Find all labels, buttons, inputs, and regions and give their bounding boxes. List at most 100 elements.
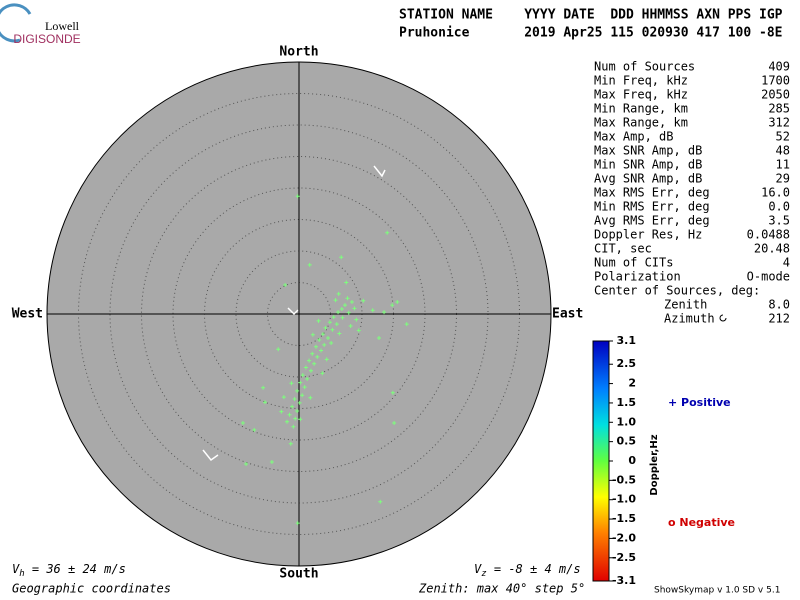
- source-point: [300, 393, 305, 398]
- source-point: [392, 420, 397, 425]
- colorbar-tick-label: -3.1: [612, 574, 636, 587]
- colorbar-tick-label: -1.0: [612, 493, 636, 506]
- stat-value: 48: [776, 144, 790, 158]
- source-point: [356, 328, 361, 333]
- logo-bottom: DIGISONDE: [13, 32, 80, 46]
- source-point: [337, 331, 342, 336]
- stat-label: Zenith: [664, 298, 707, 312]
- source-point: [295, 409, 300, 414]
- source-point: [305, 376, 310, 381]
- colorbar-tick-label: -0.5: [612, 473, 636, 486]
- stat-value: 0.0488: [747, 228, 790, 242]
- source-point: [308, 395, 313, 400]
- source-point: [289, 381, 294, 386]
- vh-text: Vh = 36 ± 24 m/s: [12, 562, 126, 579]
- stat-value: 4: [783, 256, 790, 270]
- source-point: [285, 419, 290, 424]
- stat-label: Min SNR Amp, dB: [594, 158, 702, 172]
- source-point: [269, 460, 274, 465]
- source-point: [345, 296, 350, 301]
- source-point: [377, 335, 382, 340]
- source-point: [319, 348, 324, 353]
- source-point: [346, 310, 351, 315]
- source-point: [378, 499, 383, 504]
- source-point: [361, 298, 366, 303]
- source-point: [240, 420, 245, 425]
- source-point: [290, 404, 295, 409]
- source-point: [287, 412, 292, 417]
- source-point: [344, 280, 349, 285]
- stat-value: O-mode: [747, 270, 790, 284]
- center-title: Center of Sources, deg:: [594, 284, 760, 298]
- source-point: [288, 441, 293, 446]
- legend-negative: o Negative: [668, 516, 735, 529]
- colorbar-tick-label: 3.1: [617, 334, 637, 347]
- source-point: [327, 320, 332, 325]
- source-point: [330, 327, 335, 332]
- stat-value: 212: [768, 312, 790, 326]
- coords-text: Geographic coordinates: [12, 582, 171, 596]
- source-point: [317, 337, 322, 342]
- source-point: [320, 371, 325, 376]
- source-point: [323, 325, 328, 330]
- logo: Lowell DIGISONDE: [0, 3, 81, 46]
- legend-positive: + Positive: [668, 396, 731, 409]
- sub: z: [481, 569, 486, 579]
- colorbar-tick-label: 2: [628, 377, 636, 390]
- stat-label: Max Freq, kHz: [594, 88, 688, 102]
- source-point: [310, 351, 315, 356]
- source-point: [279, 409, 284, 414]
- source-point: [298, 380, 303, 385]
- source-point: [295, 521, 300, 526]
- source-point: [342, 303, 347, 308]
- source-point: [283, 283, 288, 288]
- stat-value: 8.0: [768, 298, 790, 312]
- stat-value: 52: [776, 130, 790, 144]
- azimuth-icon: [719, 314, 727, 322]
- source-point: [281, 395, 286, 400]
- vz-value: = -8 ± 4 m/s: [487, 562, 581, 576]
- source-point: [316, 318, 321, 323]
- header-line: Pruhonice 2019 Apr25 115 020930 417 100 …: [399, 26, 783, 41]
- sub: h: [19, 569, 24, 579]
- stat-value: 2050: [761, 88, 790, 102]
- colorbar-tick-label: 0.5: [617, 435, 637, 448]
- v: V: [474, 562, 482, 576]
- stat-value: 0.0: [768, 200, 790, 214]
- colorbar-tick-label: 0: [628, 454, 636, 467]
- source-point: [325, 335, 330, 340]
- source-point: [303, 365, 308, 370]
- source-point: [295, 194, 300, 199]
- source-point: [292, 397, 297, 402]
- colorbar-tick-label: -2.0: [612, 531, 636, 544]
- stat-label: Max SNR Amp, dB: [594, 144, 702, 158]
- stat-label: Min Freq, kHz: [594, 74, 688, 88]
- source-point: [312, 361, 317, 366]
- stat-label: Azimuth: [664, 312, 715, 326]
- source-point: [261, 385, 266, 390]
- source-point: [385, 230, 390, 235]
- source-point: [252, 427, 257, 432]
- source-point: [339, 306, 344, 311]
- logo-top: Lowell: [45, 19, 80, 33]
- stat-value: 312: [768, 116, 790, 130]
- colorbar-label: Doppler,Hz: [649, 434, 660, 495]
- stat-value: 20.48: [754, 242, 790, 256]
- stat-label: Num of Sources: [594, 60, 695, 74]
- version-text: ShowSkymap v 1.0 SD v 5.1: [654, 586, 780, 596]
- colorbar: [592, 340, 610, 582]
- source-point: [307, 262, 312, 267]
- stat-label: Avg RMS Err, deg: [594, 214, 710, 228]
- source-point: [315, 354, 320, 359]
- stat-label: Avg SNR Amp, dB: [594, 172, 702, 186]
- source-point: [336, 310, 341, 315]
- source-point: [244, 461, 249, 466]
- stat-label: Polarization: [594, 270, 681, 284]
- stat-label: CIT, sec: [594, 242, 652, 256]
- stat-value: 29: [776, 172, 790, 186]
- source-point: [291, 424, 296, 429]
- source-point: [370, 308, 375, 313]
- stat-label: Max Range, km: [594, 116, 688, 130]
- stat-label: Num of CITs: [594, 256, 673, 270]
